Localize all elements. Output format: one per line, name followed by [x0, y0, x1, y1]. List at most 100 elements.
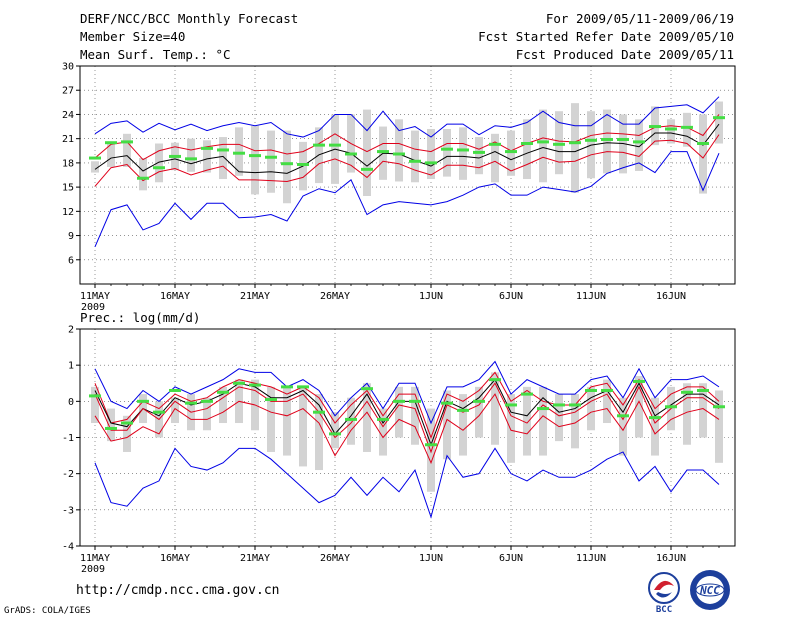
- temperature-xtick-label: 11JUN: [576, 291, 606, 302]
- precipitation-spread-box: [619, 397, 627, 456]
- precipitation-ytick-label: 1: [68, 361, 74, 372]
- temperature-xtick-label: 16JUN: [656, 291, 686, 302]
- precipitation-spread-box: [715, 390, 723, 463]
- precipitation-spread-box: [555, 394, 563, 442]
- temperature-line-mean: [94, 123, 720, 174]
- precipitation-spread-box: [315, 394, 323, 471]
- precipitation-ytick-label: -1: [62, 433, 74, 444]
- temperature-spread-box: [635, 119, 643, 171]
- precipitation-spread-box: [395, 386, 403, 438]
- precipitation-xtick-label: 21MAY: [240, 553, 270, 564]
- temperature-spread-box: [427, 128, 435, 180]
- member-size: Member Size=40: [80, 29, 186, 44]
- temperature-xtick-label: 11MAY: [80, 291, 110, 302]
- temperature-ytick-label: 24: [62, 110, 74, 121]
- precipitation-ytick-label: 0: [68, 397, 74, 408]
- precipitation-xtick-label: 16JUN: [656, 553, 686, 564]
- temperature-spread-box: [571, 103, 579, 193]
- precipitation-spread-box: [475, 386, 483, 438]
- precipitation-spread-box: [363, 383, 371, 452]
- temperature-ytick-label: 21: [62, 134, 74, 145]
- temperature-ytick-label: 12: [62, 207, 74, 218]
- precipitation-spread-box: [539, 386, 547, 456]
- precipitation-spread-box: [443, 390, 451, 460]
- temperature-spread-box: [283, 130, 291, 204]
- precipitation-spread-box: [267, 386, 275, 452]
- forecast-period: For 2009/05/11-2009/06/19: [545, 11, 734, 26]
- temperature-ytick-label: 18: [62, 158, 74, 169]
- temperature-spread-box: [139, 158, 147, 191]
- precipitation-spread-box: [603, 379, 611, 424]
- precipitation-spread-box: [347, 397, 355, 445]
- precipitation-ytick-label: -4: [62, 542, 74, 553]
- temperature-spread-box: [603, 109, 611, 174]
- temperature-spread-box: [443, 128, 451, 177]
- precipitation-spread-box: [203, 397, 211, 431]
- precipitation-line-lower2: [94, 382, 720, 454]
- grads-credit: GrADS: COLA/IGES: [4, 606, 91, 616]
- precipitation-xtick-label: 1JUN: [419, 553, 443, 564]
- temperature-line-min: [94, 151, 720, 248]
- precipitation-spread-box: [459, 394, 467, 456]
- precipitation-spread-box: [571, 394, 579, 449]
- temperature-spread-box: [539, 109, 547, 183]
- temperature-spread-box: [683, 112, 691, 147]
- chart-title: DERF/NCC/BCC Monthly Forecast: [80, 11, 299, 26]
- temperature-line-lower: [94, 134, 720, 187]
- temperature-spread-box: [555, 111, 563, 175]
- temperature-ytick-label: 30: [62, 62, 74, 73]
- ncc-logo: NCC: [690, 570, 730, 610]
- temperature-xtick-label: 16MAY: [160, 291, 190, 302]
- precipitation-spread-box: [683, 383, 691, 445]
- precipitation-spread-box: [299, 386, 307, 467]
- precipitation-xtick-label: 16MAY: [160, 553, 190, 564]
- temperature-xtick-label: 21MAY: [240, 291, 270, 302]
- precipitation-line-mean: [94, 378, 720, 447]
- temperature-spread-box: [699, 114, 707, 194]
- precipitation-spread-box: [219, 386, 227, 424]
- temperature-spread-box: [91, 161, 99, 173]
- ncc-logo-text: NCC: [699, 584, 720, 597]
- temperature-spread-box: [507, 130, 515, 176]
- temperature-spread-box: [267, 130, 275, 193]
- temperature-spread-box: [187, 138, 195, 172]
- precipitation-spread-box: [635, 376, 643, 438]
- source-url[interactable]: http://cmdp.ncc.cma.gov.cn: [76, 583, 280, 598]
- precipitation-xtick-label: 6JUN: [499, 553, 523, 564]
- precipitation-year-label: 2009: [81, 564, 105, 575]
- precipitation-spread-box: [411, 386, 419, 445]
- precipitation-spread-box: [491, 372, 499, 445]
- precipitation-line-lower: [94, 393, 720, 465]
- precipitation-line-upper: [94, 371, 720, 439]
- temperature-spread-box: [459, 127, 467, 180]
- precipitation-spread-box: [91, 386, 99, 424]
- refer-date: Fcst Started Refer Date 2009/05/10: [478, 29, 734, 44]
- precipitation-ytick-label: -2: [62, 469, 74, 480]
- precipitation-xtick-label: 11JUN: [576, 553, 606, 564]
- temperature-ytick-label: 6: [68, 255, 74, 266]
- precipitation-line-min: [94, 447, 720, 519]
- precipitation-ytick-label: 2: [68, 325, 74, 336]
- precipitation-spread-box: [331, 412, 339, 449]
- temperature-spread-box: [155, 143, 163, 183]
- temperature-spread-box: [523, 119, 531, 180]
- precipitation-spread-box: [651, 397, 659, 456]
- precipitation-spread-box: [427, 408, 435, 492]
- temperature-xtick-label: 6JUN: [499, 291, 523, 302]
- precipitation-spread-box: [523, 386, 531, 456]
- temperature-line-max: [94, 96, 720, 138]
- precipitation-spread-box: [171, 397, 179, 424]
- temperature-spread-box: [475, 137, 483, 175]
- temperature-spread-box: [715, 101, 723, 144]
- temperature-spread-box: [235, 127, 243, 176]
- precipitation-spread-box: [699, 383, 707, 438]
- temperature-frame: [79, 65, 736, 285]
- temperature-spread-box: [667, 119, 675, 144]
- temperature-ytick-label: 15: [62, 183, 74, 194]
- precipitation-spread-box: [379, 408, 387, 456]
- temperature-ytick-label: 27: [62, 86, 74, 97]
- temperature-spread-box: [251, 125, 259, 195]
- precipitation-spread-box: [507, 394, 515, 463]
- precipitation-line-max: [94, 360, 720, 425]
